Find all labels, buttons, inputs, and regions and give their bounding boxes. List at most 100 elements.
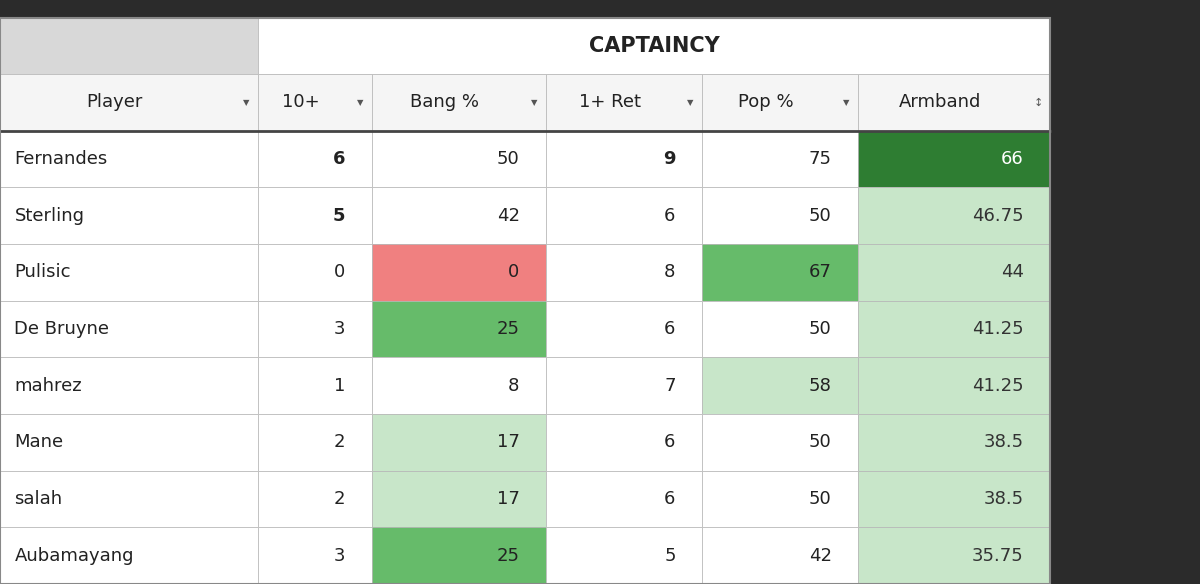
Bar (258, 301, 372, 357)
Text: 5: 5 (664, 547, 676, 565)
Bar (702, 527, 858, 584)
Text: 41.25: 41.25 (972, 320, 1024, 338)
Text: 0: 0 (335, 263, 346, 281)
Text: 41.25: 41.25 (972, 377, 1024, 395)
Text: 6: 6 (665, 490, 676, 508)
Text: 17: 17 (497, 433, 520, 451)
Bar (258, 244, 372, 301)
Text: Fernandes: Fernandes (14, 150, 108, 168)
Bar (546, 414, 702, 471)
Bar (0, 244, 258, 301)
Text: 1: 1 (335, 377, 346, 395)
Text: 38.5: 38.5 (984, 433, 1024, 451)
Text: 66: 66 (1001, 150, 1024, 168)
Bar (546, 357, 702, 414)
Text: 50: 50 (809, 207, 832, 225)
Bar (858, 414, 1050, 471)
Text: 58: 58 (809, 377, 832, 395)
Text: ▼: ▼ (842, 98, 850, 107)
Text: 42: 42 (497, 207, 520, 225)
Text: Mane: Mane (14, 433, 64, 451)
Text: 38.5: 38.5 (984, 490, 1024, 508)
Bar (858, 131, 1050, 187)
Bar (546, 527, 702, 584)
Text: 75: 75 (809, 150, 832, 168)
Bar (0, 131, 258, 187)
Bar (0, 471, 258, 527)
Bar (702, 187, 858, 244)
Bar (546, 187, 702, 244)
Text: ▼: ▼ (356, 98, 364, 107)
Bar (258, 74, 372, 131)
Bar (0, 527, 258, 584)
Text: 0: 0 (509, 263, 520, 281)
Bar (858, 471, 1050, 527)
Text: Sterling: Sterling (14, 207, 84, 225)
Bar (372, 357, 546, 414)
Text: Player: Player (86, 93, 143, 112)
Bar (702, 357, 858, 414)
Text: 7: 7 (664, 377, 676, 395)
Text: 2: 2 (334, 433, 346, 451)
Bar (546, 131, 702, 187)
Bar (702, 301, 858, 357)
Text: Aubamayang: Aubamayang (14, 547, 134, 565)
Text: 3: 3 (334, 547, 346, 565)
Text: salah: salah (14, 490, 62, 508)
Text: 50: 50 (809, 320, 832, 338)
Bar (858, 74, 1050, 131)
Text: mahrez: mahrez (14, 377, 82, 395)
Bar (702, 244, 858, 301)
Text: 8: 8 (665, 263, 676, 281)
Text: 6: 6 (665, 320, 676, 338)
Text: Pulisic: Pulisic (14, 263, 71, 281)
Bar (0, 74, 258, 131)
Bar (372, 131, 546, 187)
Text: 25: 25 (497, 547, 520, 565)
Bar (258, 18, 1050, 74)
Bar (0, 414, 258, 471)
Bar (258, 414, 372, 471)
Text: 6: 6 (665, 433, 676, 451)
Bar (702, 74, 858, 131)
Bar (258, 131, 372, 187)
Bar (0, 187, 258, 244)
Text: 9: 9 (664, 150, 676, 168)
Bar (702, 414, 858, 471)
Text: ↕: ↕ (1033, 98, 1043, 107)
Text: 17: 17 (497, 490, 520, 508)
Text: ▼: ▼ (530, 98, 538, 107)
Bar (372, 471, 546, 527)
Bar (858, 357, 1050, 414)
Text: 10+: 10+ (282, 93, 319, 112)
Bar (372, 414, 546, 471)
Bar (372, 301, 546, 357)
Bar (372, 244, 546, 301)
Bar (702, 471, 858, 527)
Bar (0, 18, 1050, 584)
Bar (372, 187, 546, 244)
Bar (258, 187, 372, 244)
Text: ▼: ▼ (686, 98, 694, 107)
Bar (546, 471, 702, 527)
Text: 42: 42 (809, 547, 832, 565)
Bar (0, 301, 258, 357)
Text: 44: 44 (1001, 263, 1024, 281)
Bar (858, 187, 1050, 244)
Bar (546, 301, 702, 357)
Text: 50: 50 (809, 490, 832, 508)
Bar (546, 74, 702, 131)
Bar (258, 471, 372, 527)
Text: 67: 67 (809, 263, 832, 281)
Text: 46.75: 46.75 (972, 207, 1024, 225)
Bar (858, 527, 1050, 584)
Text: Armband: Armband (899, 93, 980, 112)
Bar (0, 18, 258, 74)
Text: 5: 5 (334, 207, 346, 225)
Text: 25: 25 (497, 320, 520, 338)
Text: 50: 50 (497, 150, 520, 168)
Bar (858, 301, 1050, 357)
Text: 6: 6 (334, 150, 346, 168)
Text: 3: 3 (334, 320, 346, 338)
Bar (702, 131, 858, 187)
